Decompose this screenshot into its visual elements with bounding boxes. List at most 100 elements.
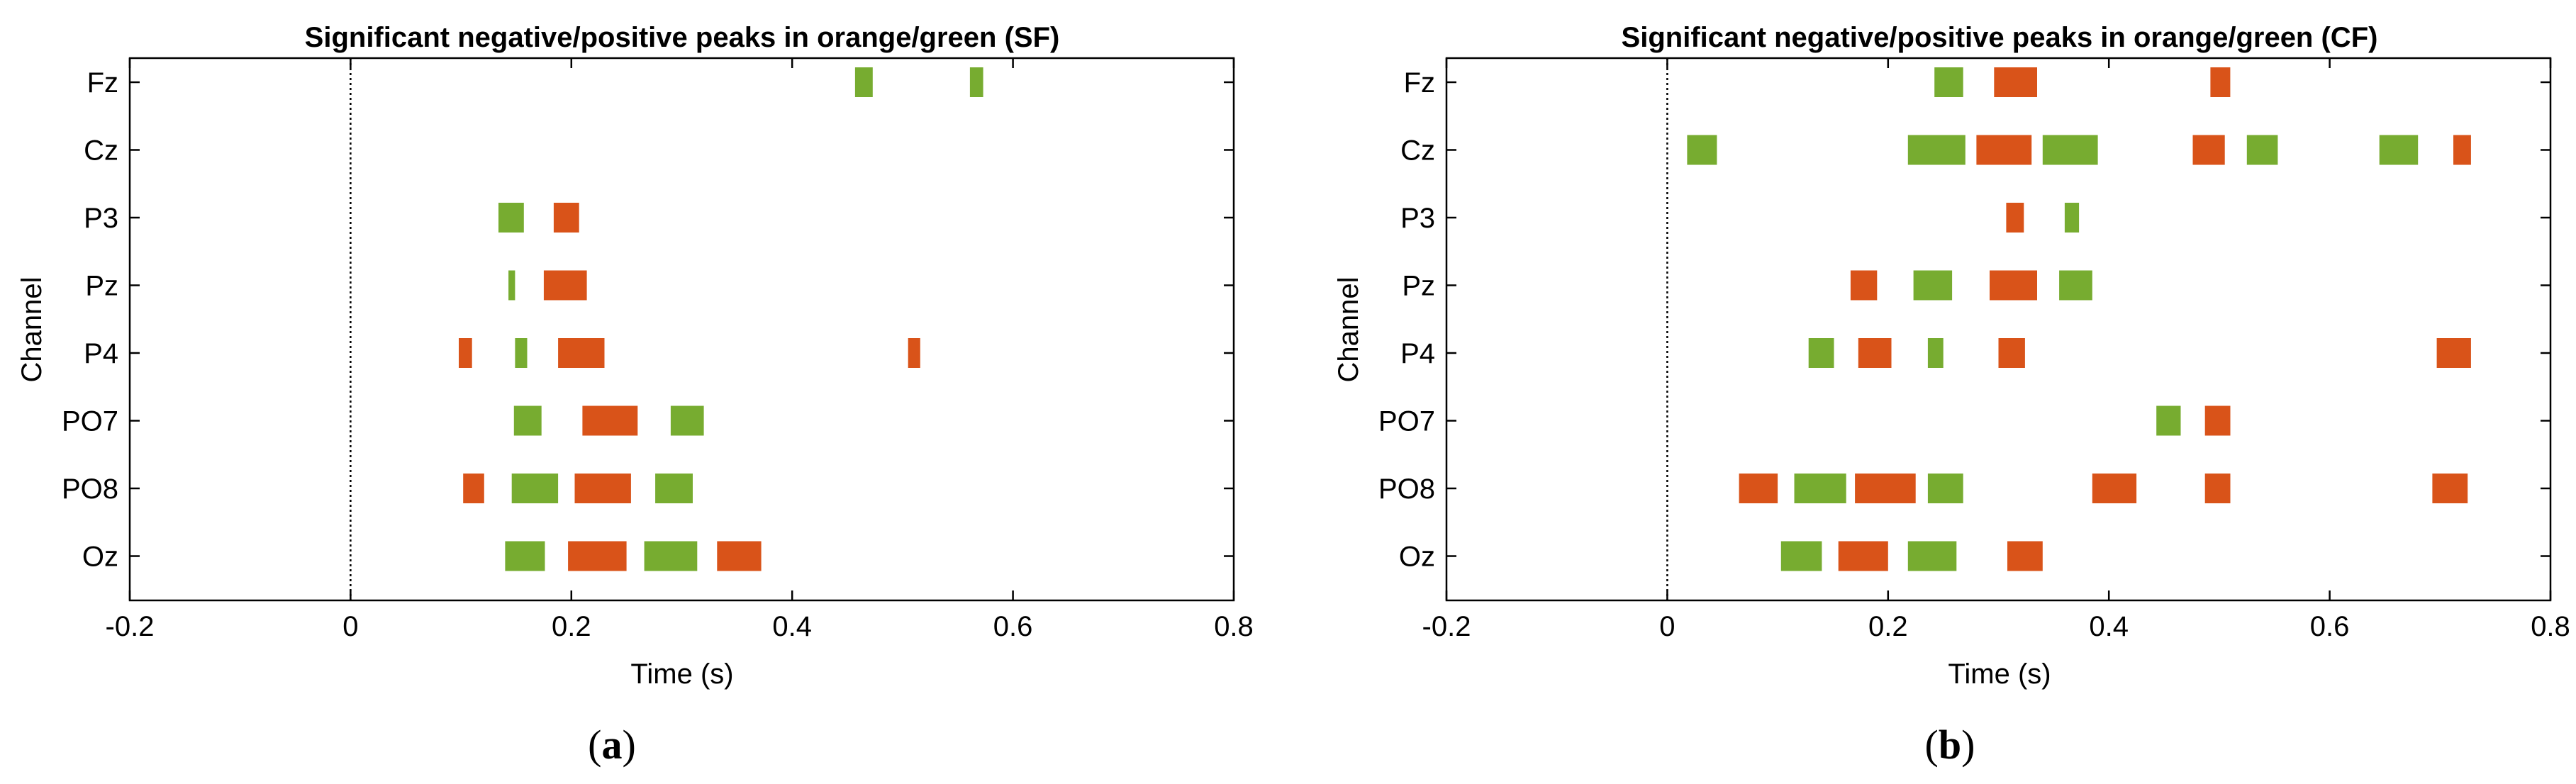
panel-b-negative-peak-oz-17	[1838, 541, 1888, 571]
panel-a-positive-peak-pz-3	[508, 270, 515, 301]
panel-b: Significant negative/positive peaks in o…	[1333, 22, 2570, 768]
panel-b-x-tick-label-4: 0.6	[2310, 611, 2350, 642]
panel-b-negative-peak-po8-16	[2432, 474, 2468, 503]
panel-b-negative-peak-oz-18	[2007, 541, 2043, 571]
panel-b-negative-peak-po8-12	[1739, 474, 1778, 503]
panel-b-negative-peak-po8-15	[2204, 474, 2231, 503]
panel-b-positive-peak-cz-1	[1687, 135, 1717, 165]
panel-b-negative-peak-po7-11	[2204, 405, 2231, 436]
panel-a-caption-close: )	[623, 722, 636, 768]
panel-b-peaks	[1687, 67, 2471, 571]
panel-b-positive-peak-cz-3	[2042, 135, 2098, 165]
panel-a-negative-peak-pz-1	[543, 270, 587, 301]
panel-a-axes-box	[128, 57, 1235, 602]
panel-a-negative-peak-po8-7	[574, 474, 631, 503]
panel-b-x-axis-label: Time (s)	[1948, 659, 2051, 690]
panel-b-negative-peak-cz-2	[1976, 135, 2032, 165]
panel-b-y-tick-label-cz: Cz	[1400, 135, 1435, 167]
panel-a-negative-peak-p4-4	[908, 338, 920, 368]
panel-a-y-tick-label-oz: Oz	[82, 542, 118, 573]
panel-b-positive-peak-p4-10	[1927, 338, 1944, 368]
panel-b-positive-peak-p4-9	[1808, 338, 1834, 368]
panel-a-x-tick-label-4: 0.6	[993, 611, 1033, 642]
panel-b-negative-peak-pz-6	[1850, 270, 1878, 301]
panel-b-y-ticks: Fz Cz P3 Pz P4 PO7 PO8 Oz	[1378, 67, 2550, 573]
panel-a-y-tick-label-pz: Pz	[85, 271, 118, 302]
panel-b-negative-peak-fz-1	[2210, 67, 2231, 97]
panel-a-negative-peak-po7-5	[582, 405, 638, 436]
panel-a-negative-peak-oz-9	[717, 541, 762, 571]
panel-b-negative-peak-p4-9	[1998, 338, 2025, 368]
panel-a-x-tick-label-0: -0.2	[106, 611, 155, 642]
panel-a-y-axis-label: Channel	[16, 276, 48, 382]
panel-a-positive-peak-p3-2	[498, 203, 524, 233]
panel-a-positive-peak-po7-5	[513, 405, 542, 436]
panel-a-y-ticks: Fz Cz P3 Pz P4 PO7 PO8 Oz	[62, 67, 1234, 573]
panel-b-positive-peak-po8-12	[1794, 474, 1846, 503]
panel-b-negative-peak-pz-7	[1990, 270, 2037, 301]
panel-a-y-tick-label-p3: P3	[84, 203, 118, 234]
panel-a: Significant negative/positive peaks in o…	[16, 22, 1254, 768]
panel-b-positive-peak-po8-13	[1927, 474, 1963, 503]
panel-b-positive-peak-oz-15	[1907, 541, 1957, 571]
panel-b-y-tick-label-fz: Fz	[1404, 67, 1435, 99]
panel-a-negative-peak-po8-6	[463, 474, 484, 503]
panel-b-negative-peak-fz-0	[1994, 67, 2037, 97]
panel-a-y-tick-label-p4: P4	[84, 338, 118, 369]
panel-b-positive-peak-cz-4	[2246, 135, 2278, 165]
panel-a-positive-peak-p4-4	[515, 338, 528, 368]
panel-b-positive-peak-fz-0	[1934, 67, 1963, 97]
panel-b-negative-peak-p4-8	[1858, 338, 1892, 368]
panel-b-x-tick-label-0: -0.2	[1422, 611, 1471, 642]
panel-b-negative-peak-po8-14	[2092, 474, 2137, 503]
panel-b-caption-letter: b	[1939, 722, 1961, 768]
panel-b-x-tick-label-5: 0.8	[2531, 611, 2570, 642]
panel-a-title: Significant negative/positive peaks in o…	[305, 22, 1060, 53]
panel-a-y-tick-label-po7: PO7	[62, 406, 118, 437]
panel-b-negative-peak-cz-4	[2453, 135, 2471, 165]
panel-b-negative-peak-p3-5	[2006, 203, 2024, 233]
panel-b-x-tick-label-1: 0	[1659, 611, 1675, 642]
panel-a-positive-peak-oz-10	[644, 541, 698, 571]
panel-a-y-tick-label-po8: PO8	[62, 474, 118, 505]
panel-a-x-axis-label: Time (s)	[630, 659, 733, 690]
panel-b-y-tick-label-p4: P4	[1400, 338, 1435, 369]
panel-a-positive-peak-oz-9	[505, 541, 545, 571]
panel-b-title: Significant negative/positive peaks in o…	[1622, 22, 2378, 53]
panel-a-positive-peak-po7-6	[670, 405, 704, 436]
panel-a-negative-peak-oz-8	[568, 541, 627, 571]
panel-a-x-tick-label-3: 0.4	[772, 611, 812, 642]
panel-b-x-tick-label-2: 0.2	[1868, 611, 1908, 642]
panel-a-caption-open: (	[588, 722, 601, 768]
panel-b-positive-peak-pz-8	[2059, 270, 2092, 301]
panel-b-y-tick-label-po7: PO7	[1378, 406, 1435, 437]
panel-a-positive-peak-po8-7	[511, 474, 559, 503]
panel-b-positive-peak-po7-11	[2156, 405, 2181, 436]
panel-b-negative-peak-po8-13	[1855, 474, 1916, 503]
panel-b-positive-peak-p3-6	[2064, 203, 2080, 233]
panel-b-caption-open: (	[1925, 722, 1939, 768]
panel-a-positive-peak-fz-1	[969, 67, 983, 97]
panel-b-negative-peak-p4-10	[2436, 338, 2471, 368]
panel-b-x-ticks: -0.2 0 0.2 0.4 0.6 0.8	[1422, 58, 2570, 642]
panel-b-positive-peak-oz-14	[1780, 541, 1822, 571]
panel-b-caption-close: )	[1961, 722, 1975, 768]
panel-a-caption-letter: a	[602, 722, 623, 768]
panel-b-y-tick-label-pz: Pz	[1402, 271, 1435, 302]
panel-a-positive-peak-fz-0	[854, 67, 873, 97]
panel-b-y-tick-label-po8: PO8	[1378, 474, 1435, 505]
panel-b-positive-peak-cz-5	[2379, 135, 2419, 165]
panel-b-positive-peak-cz-2	[1907, 135, 1966, 165]
panel-b-x-tick-label-3: 0.4	[2089, 611, 2129, 642]
panel-a-peaks	[459, 67, 983, 571]
panel-b-y-axis-label: Channel	[1333, 276, 1364, 382]
panel-a-x-tick-label-2: 0.2	[552, 611, 591, 642]
panel-b-positive-peak-pz-7	[1913, 270, 1953, 301]
panel-b-y-tick-label-oz: Oz	[1399, 542, 1435, 573]
panel-b-y-tick-label-p3: P3	[1400, 203, 1435, 234]
panel-a-y-tick-label-cz: Cz	[84, 135, 118, 167]
panel-a-negative-peak-p3-0	[553, 203, 579, 233]
panel-a-caption: (a)	[588, 722, 636, 768]
panel-b-negative-peak-cz-3	[2192, 135, 2225, 165]
